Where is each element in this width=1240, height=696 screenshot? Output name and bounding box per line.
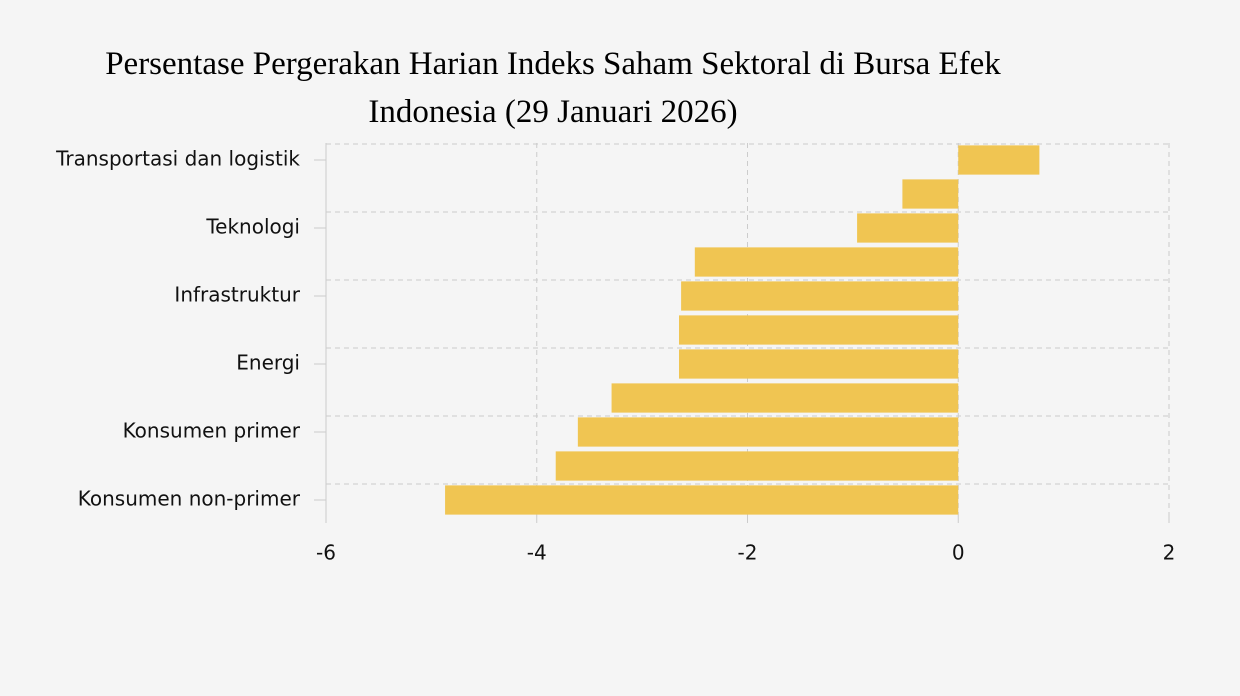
- bar: [679, 315, 959, 345]
- y-tick-label: Konsumen primer: [123, 419, 301, 443]
- x-tick-label: 2: [1163, 541, 1176, 565]
- y-tick-label: Transportasi dan logistik: [55, 147, 300, 171]
- bar: [958, 145, 1040, 175]
- y-tick-label: Teknologi: [205, 215, 300, 239]
- bar: [694, 247, 959, 277]
- bar: [857, 213, 959, 243]
- bar: [577, 417, 959, 447]
- x-tick-label: -4: [527, 541, 547, 565]
- bar: [679, 349, 959, 379]
- bar: [555, 451, 959, 481]
- bar: [611, 383, 959, 413]
- x-tick-label: 0: [952, 541, 965, 565]
- bar: [902, 179, 959, 209]
- y-tick-label: Energi: [236, 351, 300, 375]
- y-tick-label: Infrastruktur: [174, 283, 300, 307]
- x-tick-label: -6: [316, 541, 336, 565]
- bar: [445, 485, 959, 515]
- x-tick-label: -2: [738, 541, 758, 565]
- bar: [681, 281, 959, 311]
- y-tick-label: Konsumen non-primer: [78, 487, 301, 511]
- chart-title: Persentase Pergerakan Harian Indeks Saha…: [105, 46, 1001, 130]
